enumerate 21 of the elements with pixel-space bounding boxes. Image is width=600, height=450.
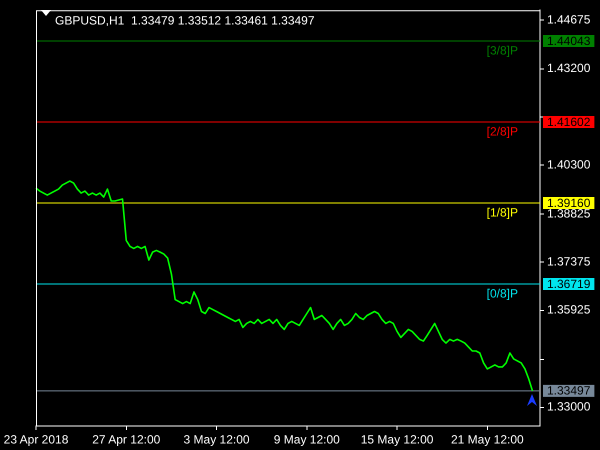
annotation: [2/8]P — [486, 124, 518, 138]
x-tick-label: 27 Apr 12:00 — [92, 432, 161, 447]
y-tick-label: 1.35925 — [547, 302, 591, 317]
ref-line-label: 1.41602 — [547, 114, 591, 129]
annotation: [0/8]P — [486, 286, 518, 300]
y-tick-label: 1.44675 — [547, 12, 591, 26]
ref-line-label: 1.33497 — [547, 384, 591, 398]
x-tick-label: 15 May 12:00 — [360, 432, 434, 447]
x-tick-label: 21 May 12:00 — [450, 432, 524, 447]
y-tick-label: 1.43200 — [547, 61, 591, 76]
y-tick-label: 1.40300 — [547, 157, 591, 172]
x-tick-label: 23 Apr 2018 — [4, 432, 69, 447]
chart-title: GBPUSD,H1 1.33479 1.33512 1.33461 1.33497 — [55, 14, 315, 28]
y-tick-label: 1.33000 — [547, 400, 591, 414]
x-tick-label: 9 May 12:00 — [274, 432, 340, 447]
annotation: [1/8]P — [486, 205, 518, 220]
x-tick-label: 3 May 12:00 — [184, 432, 250, 447]
ref-line-label: 1.36719 — [547, 276, 591, 291]
ref-line-label: 1.44043 — [547, 34, 591, 48]
y-tick-label: 1.37375 — [547, 254, 591, 269]
annotation: [3/8]P — [486, 43, 518, 58]
